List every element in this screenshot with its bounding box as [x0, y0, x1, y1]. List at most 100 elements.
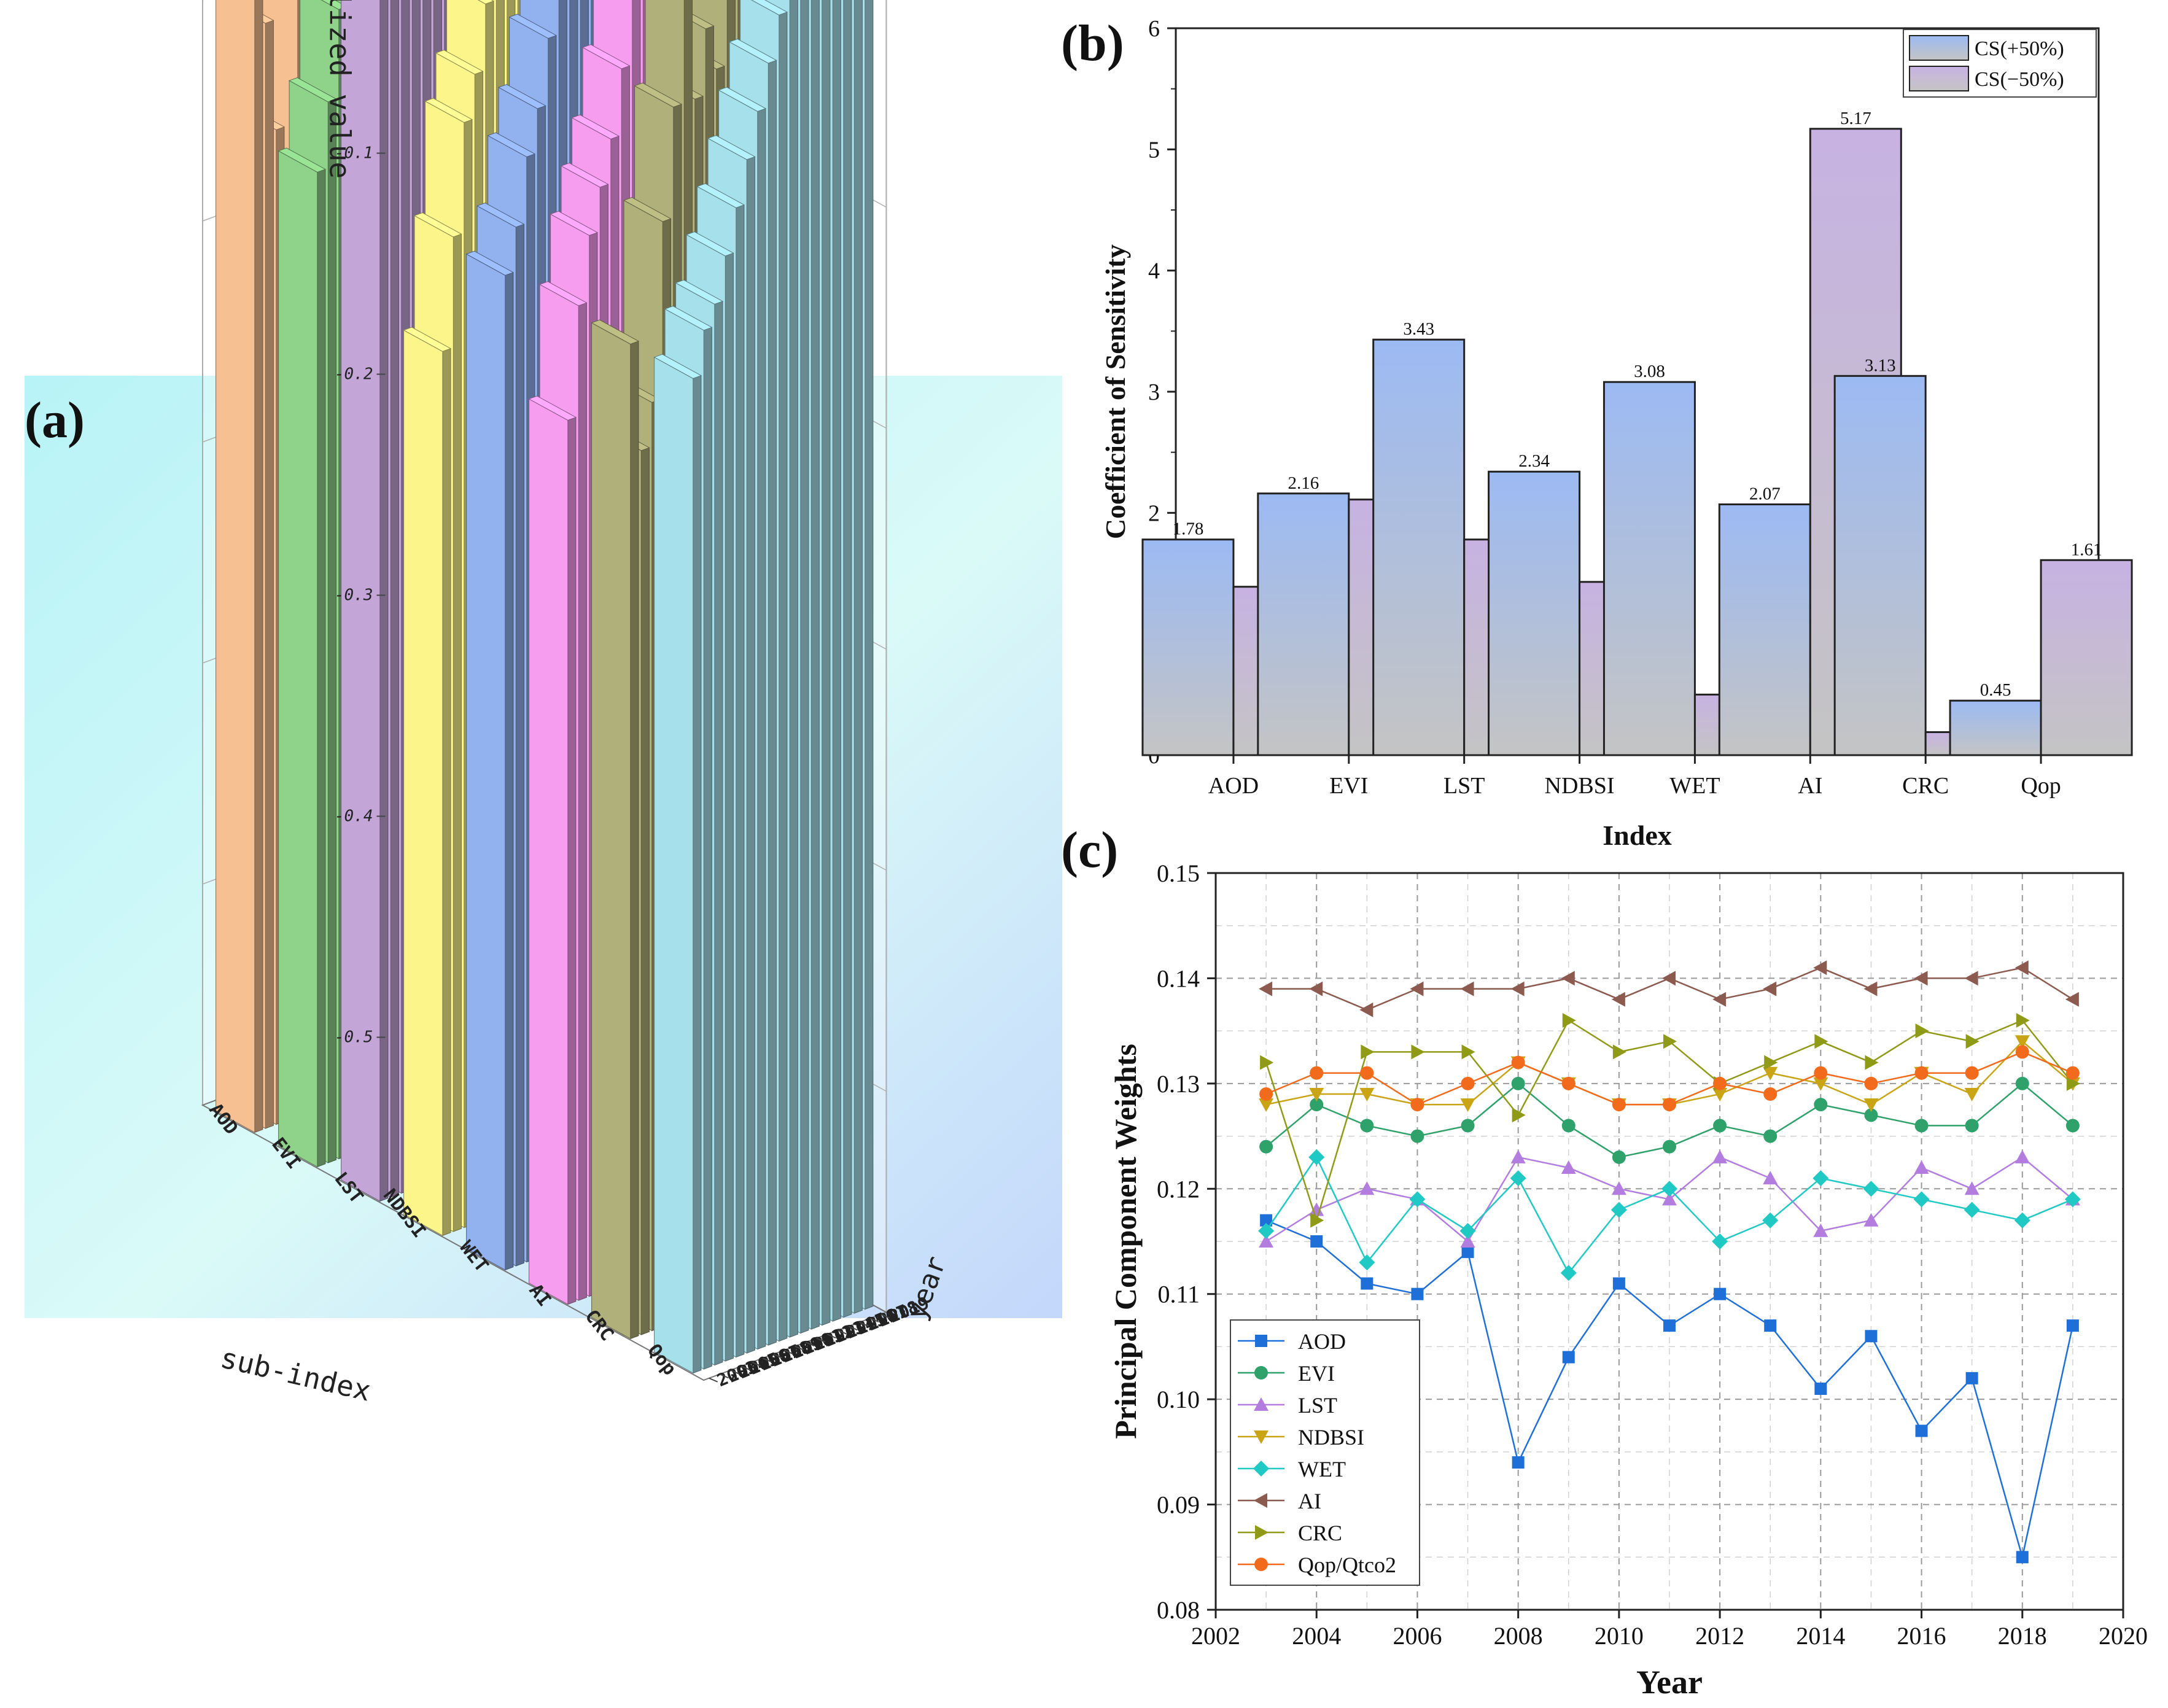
- y-tick-label: 0.13: [1157, 1070, 1200, 1098]
- data-point: [1914, 1066, 1929, 1080]
- y-tick-label: 4: [1148, 258, 1160, 284]
- x-tick-label: WET: [1669, 773, 1720, 799]
- data-point: [1512, 1108, 1526, 1123]
- bar-top: [591, 319, 640, 345]
- data-point: [1310, 1066, 1324, 1080]
- x-tick-label: 2016: [1897, 1622, 1946, 1650]
- legend-marker: [1255, 1335, 1267, 1347]
- series-ai: [1259, 960, 2079, 1017]
- x-tick-label: 2002: [1191, 1622, 1240, 1650]
- legend-marker: [1254, 1430, 1269, 1444]
- year-tick-mark: [848, 1326, 858, 1331]
- data-point: [2066, 1076, 2080, 1091]
- data-point: [1712, 1233, 1728, 1249]
- z-tick-label: -0.4: [335, 807, 373, 826]
- bar-side: [779, 11, 788, 1342]
- data-point: [1964, 1181, 1980, 1195]
- bar-top: [435, 49, 484, 75]
- data-point: [1359, 1088, 1375, 1101]
- bar-top: [288, 77, 337, 103]
- bar-side: [254, 0, 263, 1133]
- data-point: [1512, 1456, 1525, 1469]
- bar-side: [832, 0, 841, 1322]
- bar-top: [718, 87, 767, 112]
- x-tick-label: CRC: [1902, 773, 1949, 799]
- data-point: [1259, 1098, 1274, 1112]
- data-point: [1510, 1149, 1526, 1163]
- data-point: [1712, 1088, 1728, 1101]
- data-point: [1763, 1087, 1778, 1101]
- data-point: [1661, 1181, 1677, 1197]
- data-point: [1763, 1066, 1778, 1081]
- legend-marker: [1254, 1397, 1269, 1411]
- bar-side: [767, 60, 777, 1346]
- y-tick-label: 0.12: [1157, 1175, 1200, 1203]
- data-point: [1814, 1066, 1828, 1080]
- data-point: [2015, 1035, 2030, 1049]
- bar-CS+50-AOD: [1141, 538, 1235, 756]
- x-axis-title: sub-index: [217, 1341, 374, 1408]
- data-point: [1964, 1201, 1980, 1218]
- data-point: [1612, 1044, 1626, 1060]
- bar3d-AOD-2003: [216, 0, 263, 1133]
- data-point: [1863, 1181, 1879, 1197]
- data-point: [1914, 1160, 1929, 1174]
- data-point: [1813, 1077, 1828, 1091]
- bar-top: [528, 395, 577, 421]
- data-point: [1511, 1076, 1525, 1090]
- data-point: [2015, 1149, 2030, 1163]
- legend-marker: [1254, 1493, 1267, 1508]
- bar-top: [497, 83, 546, 109]
- data-point: [1714, 1287, 1727, 1300]
- data-point: [1813, 960, 1827, 976]
- data-point: [1561, 1119, 1575, 1133]
- data-point: [1561, 971, 1575, 986]
- bar3d-EVI-2003: [278, 147, 327, 1168]
- bar-side: [567, 416, 577, 1305]
- bar-side: [317, 168, 326, 1168]
- data-point: [1359, 1254, 1375, 1271]
- data-point: [1310, 1235, 1323, 1248]
- series-evi: [1259, 1076, 2080, 1164]
- bar-side: [822, 0, 831, 1326]
- legend-c: AOD EVI LST NDBSI WET AI CRC Qop/Qtco2: [1230, 1319, 1420, 1586]
- bar-top: [581, 44, 631, 69]
- data-point: [2066, 1319, 2079, 1332]
- x-tick-label: 2008: [1494, 1622, 1543, 1650]
- legend-label: AOD: [1298, 1329, 1346, 1354]
- data-point: [1763, 1171, 1778, 1185]
- y-tick-label: 0.09: [1157, 1491, 1200, 1519]
- bar-top: [487, 132, 536, 158]
- data-point: [1662, 971, 1676, 986]
- bar-CS+50-EVI: [1257, 492, 1350, 756]
- data-point: [1510, 1170, 1526, 1187]
- y-tick-label: 0.10: [1157, 1386, 1200, 1413]
- data-point: [1914, 1119, 1929, 1133]
- bar-value-label: 0.45: [1980, 680, 2011, 700]
- data-point: [1915, 1424, 1928, 1437]
- bar-top: [696, 183, 745, 209]
- bar-top: [465, 250, 515, 276]
- bar-side: [714, 300, 723, 1366]
- bar-top: [751, 0, 788, 16]
- bar-top: [653, 354, 702, 379]
- bar3d-WET-2003: [465, 250, 515, 1271]
- bar-side: [390, 0, 399, 1198]
- x-tick-label: 2006: [1393, 1622, 1442, 1650]
- data-point: [2015, 960, 2029, 976]
- panel-b-label: (b): [1061, 15, 1124, 72]
- data-point: [1612, 1150, 1626, 1164]
- data-point: [1611, 992, 1625, 1007]
- bar-side: [327, 98, 336, 1163]
- bar-CS+50-LST: [1372, 338, 1466, 756]
- data-point: [1964, 971, 1978, 986]
- x-tick-label: NDBSI: [1545, 773, 1615, 799]
- series-qopqtco2: [1259, 1045, 2080, 1112]
- bar-side: [703, 327, 712, 1370]
- z-tick-label: -0.1: [335, 144, 373, 163]
- bar-front: [216, 0, 255, 1133]
- x-tick-label: 2020: [2099, 1622, 2148, 1650]
- x-tick-label: 2004: [1292, 1622, 1341, 1650]
- data-point: [1309, 1202, 1324, 1216]
